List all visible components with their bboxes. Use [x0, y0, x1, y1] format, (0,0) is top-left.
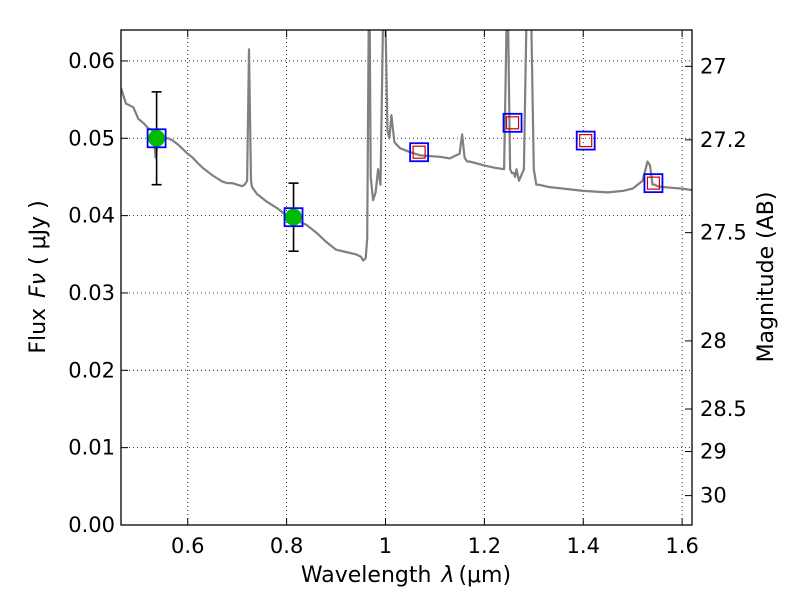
- x-axis-label: Wavelength λ (μm): [301, 563, 511, 588]
- model-photometry-box: [146, 128, 167, 149]
- y2-tick-label: 29: [700, 440, 727, 464]
- y-tick-label: 0.00: [68, 513, 115, 537]
- model-photometry-box: [575, 130, 596, 151]
- y2-tick-label: 28: [700, 329, 727, 353]
- synthetic-point: [579, 134, 593, 148]
- y2-tick-label: 27: [700, 54, 727, 78]
- spectrum-line: [121, 30, 692, 262]
- y-tick-label: 0.05: [68, 126, 115, 150]
- ticks: 0.6 0.8 1 1.2 1.4 1.6 0.00 0.01 0.02 0.03 0.04 0.05…: [68, 30, 747, 558]
- y-tick-label: 0.01: [68, 436, 115, 460]
- x-tick-label: 1.2: [468, 534, 501, 558]
- model-photometry-box: [283, 207, 304, 228]
- plot-frame: [120, 29, 693, 526]
- y-axis-label: FluxFν( μJy ): [26, 200, 51, 353]
- y2-tick-label: 27.5: [700, 221, 747, 245]
- plot-data: [121, 30, 692, 262]
- x-tick-label: 1.4: [567, 534, 600, 558]
- synthetic-point: [646, 176, 661, 190]
- y2-tick-label: 28.5: [700, 397, 747, 421]
- y-tick-label: 0.03: [68, 281, 115, 305]
- x-tick-label: 1: [379, 534, 392, 558]
- y2-tick-label: 30: [700, 484, 727, 508]
- observed-point: [148, 129, 166, 147]
- grid: [121, 30, 692, 525]
- y-tick-label: 0.04: [68, 204, 115, 228]
- y2-axis-label: Magnitude (AB): [754, 192, 779, 363]
- synthetic-point: [412, 145, 426, 159]
- y-tick-label: 0.06: [68, 49, 115, 73]
- x-tick-label: 0.8: [270, 534, 303, 558]
- model-photometry-box: [643, 173, 664, 194]
- observed-point: [285, 208, 303, 226]
- y-tick-label: 0.02: [68, 358, 115, 382]
- x-tick-label: 1.6: [665, 534, 698, 558]
- synthetic-point: [505, 116, 520, 130]
- y2-tick-label: 27.2: [700, 128, 747, 152]
- model-photometry-box: [502, 112, 523, 133]
- x-tick-label: 0.6: [171, 534, 204, 558]
- model-photometry-box: [409, 142, 430, 163]
